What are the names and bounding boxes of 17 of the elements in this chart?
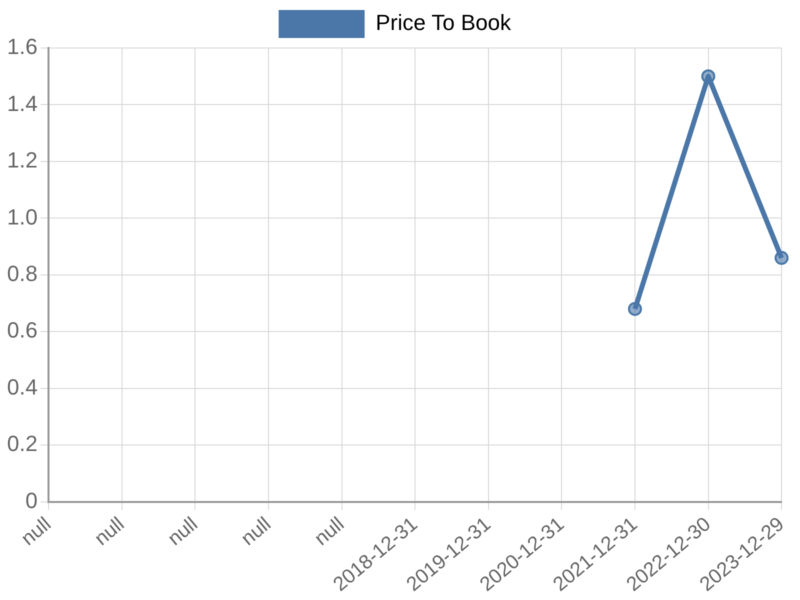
point	[628, 302, 642, 316]
y-tick-label: 0.4	[6, 374, 38, 400]
y-tick-label: 0	[25, 488, 38, 513]
y-tick-label: 1.0	[6, 204, 38, 230]
y-tick-label: 0.8	[6, 260, 38, 286]
x-tick-label: null	[237, 513, 276, 550]
y-tick-label: 0.2	[6, 431, 38, 456]
x-tick-label: null	[164, 513, 202, 550]
x-tick-label: null	[90, 513, 129, 550]
y-tick-label: 1.4	[6, 90, 38, 116]
legend-label: Price To Book	[376, 10, 512, 36]
point	[701, 69, 716, 84]
y-tick-label: 0.6	[6, 318, 38, 343]
y-tick-label: 1.2	[6, 148, 38, 173]
y-tick-label: 1.6	[6, 34, 38, 60]
x-tick-label: null	[17, 513, 56, 550]
point	[774, 250, 789, 265]
